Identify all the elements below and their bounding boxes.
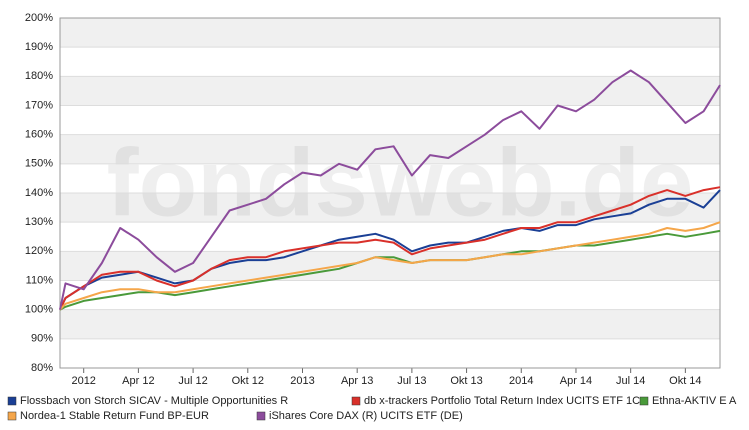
y-tick-label: 100% [25, 304, 53, 316]
y-tick-label: 90% [31, 333, 53, 345]
series-line [59, 221, 721, 311]
y-tick-label: 120% [25, 245, 53, 257]
legend-swatch [639, 396, 649, 406]
legend-label: db x-trackers Portfolio Total Return Ind… [364, 395, 640, 407]
legend-label: iShares Core DAX (R) UCITS ETF (DE) [269, 410, 463, 422]
x-tick-label: Jul 12 [178, 375, 207, 387]
y-tick-label: 180% [25, 70, 53, 82]
x-tick-label: 2014 [509, 375, 533, 387]
x-tick-label: Okt 13 [450, 375, 482, 387]
legend-swatch [7, 411, 17, 421]
watermark: fondsweb.de [107, 129, 694, 236]
grid-band [60, 134, 720, 164]
y-tick-label: 170% [25, 99, 53, 111]
x-tick-label: Okt 12 [232, 375, 264, 387]
y-tick-label: 80% [31, 362, 53, 374]
bands [60, 18, 720, 339]
grid-band [60, 76, 720, 106]
legend-label: Ethna-AKTIV E A [652, 395, 737, 407]
legend-swatch [256, 411, 266, 421]
legend-label: Nordea-1 Stable Return Fund BP-EUR [20, 410, 209, 422]
y-tick-label: 130% [25, 216, 53, 228]
y-tick-label: 160% [25, 129, 53, 141]
y-tick-label: 140% [25, 187, 53, 199]
series-line [59, 69, 721, 310]
series-line [59, 186, 721, 311]
plot-border [59, 17, 721, 369]
x-tick-label: Apr 13 [341, 375, 373, 387]
y-tick-label: 200% [25, 12, 53, 24]
x-tick-label: Jul 13 [397, 375, 426, 387]
series-line [59, 189, 721, 311]
x-tick-label: 2012 [71, 375, 95, 387]
grid-band [60, 251, 720, 281]
legend-swatch [7, 396, 17, 406]
y-tick-label: 110% [26, 274, 54, 286]
y-tick-label: 150% [25, 158, 53, 170]
grid-band [60, 18, 720, 48]
x-tick-label: Jul 14 [616, 375, 645, 387]
x-tick-label: 2013 [290, 375, 314, 387]
x-tick-label: Okt 14 [669, 375, 701, 387]
y-tick-label: 190% [25, 41, 53, 53]
legend-swatch [351, 396, 361, 406]
legend-label: Flossbach von Storch SICAV - Multiple Op… [20, 395, 288, 407]
x-tick-label: Apr 14 [560, 375, 592, 387]
grid-band [60, 309, 720, 339]
x-tick-label: Apr 12 [122, 375, 154, 387]
